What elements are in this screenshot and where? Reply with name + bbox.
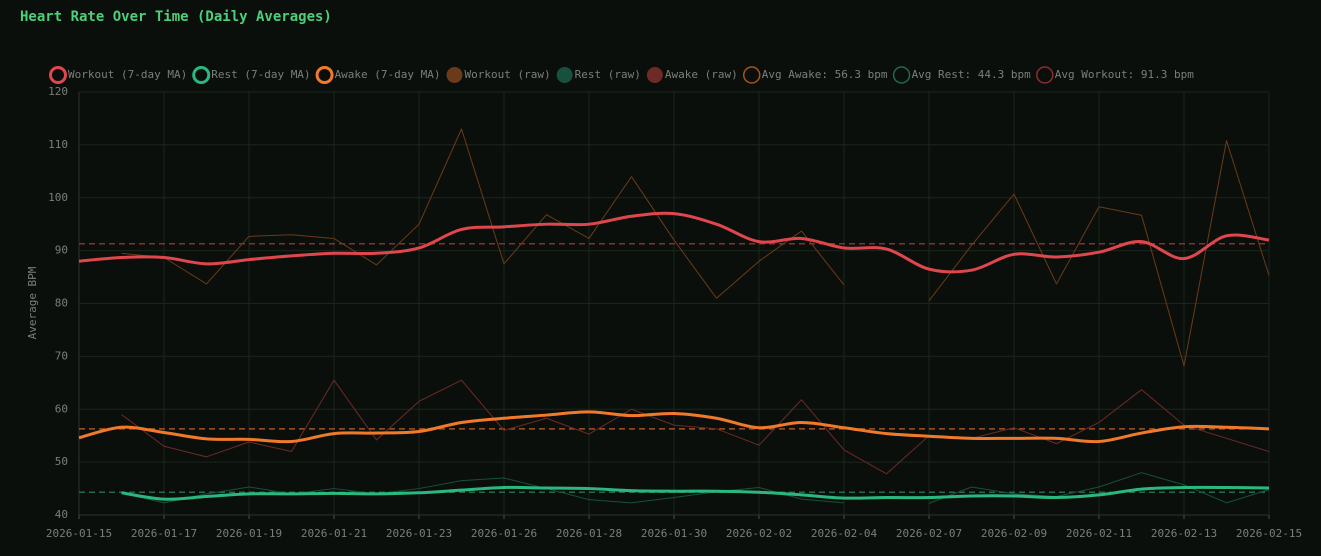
grid: 40 50 60 70 80 90 100 110 120 2026-01-15 2026-01-1… — [46, 85, 1302, 540]
legend-marker — [646, 67, 663, 83]
x-tick-label: 2026-01-26 — [471, 527, 537, 540]
y-tick-label: 120 — [48, 85, 68, 98]
legend-label: Avg Awake: 56.3 bpm — [762, 68, 888, 81]
x-tick-label: 2026-01-21 — [301, 527, 367, 540]
x-tick-label: 2026-02-07 — [896, 527, 962, 540]
x-tick-label: 2026-01-15 — [46, 527, 112, 540]
x-tick-label: 2026-02-04 — [811, 527, 878, 540]
legend-marker — [1036, 66, 1054, 84]
legend-marker — [742, 66, 761, 84]
x-tick-label: 2026-02-15 — [1236, 527, 1302, 540]
legend-label: Rest (raw) — [575, 68, 641, 81]
y-tick-label: 70 — [55, 349, 68, 362]
y-tick-label: 60 — [55, 402, 68, 415]
x-tick-label: 2026-02-13 — [1151, 527, 1217, 540]
legend-marker — [315, 66, 334, 84]
legend-label: Avg Workout: 91.3 bpm — [1055, 68, 1194, 81]
moving-average-line — [78, 211, 1270, 274]
y-tick-label: 80 — [55, 297, 68, 310]
legend-label: Rest (7-day MA) — [211, 68, 310, 81]
x-tick-label: 2026-02-09 — [981, 527, 1047, 540]
y-tick-label: 110 — [48, 138, 68, 151]
legend-marker — [556, 67, 573, 83]
legend-label: Workout (raw) — [465, 68, 551, 81]
legend-label: Avg Rest: 44.3 bpm — [912, 68, 1032, 81]
y-tick-label: 100 — [48, 191, 68, 204]
legend-label: Awake (7-day MA) — [335, 68, 441, 81]
raw-line — [121, 128, 1270, 367]
x-tick-label: 2026-01-17 — [131, 527, 197, 540]
x-tick-label: 2026-01-28 — [556, 527, 622, 540]
x-tick-label: 2026-02-02 — [726, 527, 792, 540]
x-tick-label: 2026-01-30 — [641, 527, 707, 540]
legend-marker — [446, 67, 463, 83]
y-tick-label: 50 — [55, 455, 68, 468]
moving-average-line — [78, 410, 1270, 444]
legend-marker — [49, 66, 67, 84]
legend-marker — [192, 66, 211, 84]
chart-title: Heart Rate Over Time (Daily Averages) — [20, 9, 332, 25]
legend-marker — [892, 66, 911, 84]
x-tick-label: 2026-01-19 — [216, 527, 282, 540]
legend-label: Workout (7-day MA) — [68, 68, 187, 81]
y-tick-label: 40 — [55, 508, 68, 521]
plot — [78, 128, 1270, 504]
y-axis-label: Average BPM — [26, 266, 39, 339]
x-tick-label: 2026-01-23 — [386, 527, 452, 540]
raw-line — [121, 379, 1270, 475]
moving-average-line — [121, 485, 1270, 501]
x-tick-label: 2026-02-11 — [1066, 527, 1132, 540]
legend-label: Awake (raw) — [665, 68, 738, 81]
y-tick-label: 90 — [55, 244, 68, 257]
legend: Workout (7-day MA) Rest (7-day MA) Awake (… — [49, 66, 1194, 84]
